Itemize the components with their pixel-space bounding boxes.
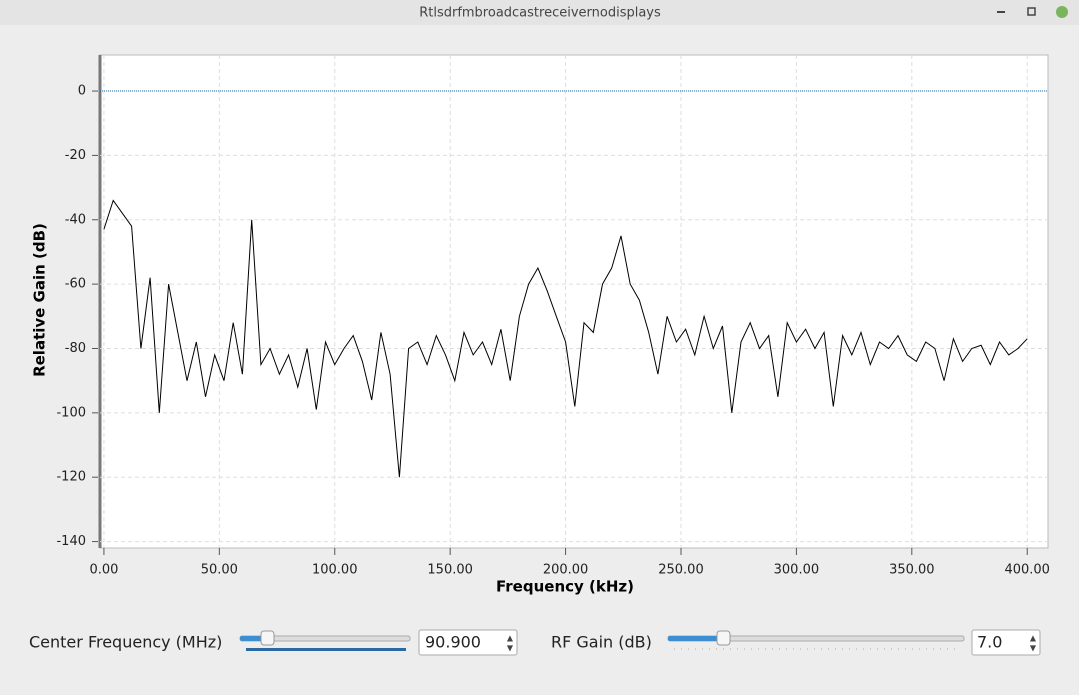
control-label: Center Frequency (MHz) bbox=[29, 633, 222, 652]
maximize-button[interactable] bbox=[1027, 7, 1036, 16]
x-tick-label: 400.00 bbox=[1004, 563, 1050, 578]
x-tick-label: 200.00 bbox=[543, 563, 589, 578]
slider-handle[interactable] bbox=[260, 630, 275, 646]
controls: Center Frequency (MHz) 90.900 ▲ ▼ RF Gai… bbox=[29, 629, 1041, 656]
title-bar bbox=[0, 0, 1079, 25]
spin-box[interactable] bbox=[418, 629, 518, 656]
y-tick-label: 0 bbox=[78, 84, 86, 99]
x-tick-label: 50.00 bbox=[201, 563, 238, 578]
x-tick-label: 250.00 bbox=[658, 563, 704, 578]
spectrum-line bbox=[103, 199, 1028, 478]
y-tick-label: -80 bbox=[65, 341, 86, 356]
spin-down[interactable]: ▼ bbox=[1030, 644, 1037, 653]
plot-area bbox=[99, 54, 1049, 549]
slider-fill bbox=[668, 636, 724, 641]
spin-box-value[interactable]: 7.0 bbox=[977, 633, 1002, 652]
y-tick-label: -100 bbox=[56, 405, 86, 420]
close-button[interactable] bbox=[1056, 6, 1068, 18]
y-tick-label: -140 bbox=[56, 534, 86, 549]
y-axis-title: Relative Gain (dB) bbox=[31, 223, 49, 377]
spin-down[interactable]: ▼ bbox=[507, 644, 514, 653]
slider-handle[interactable] bbox=[716, 630, 731, 646]
spin-box[interactable] bbox=[971, 629, 1041, 656]
x-tick-label: 100.00 bbox=[312, 563, 358, 578]
x-tick-label: 150.00 bbox=[427, 563, 473, 578]
control-label: RF Gain (dB) bbox=[551, 633, 652, 652]
y-tick-label: -40 bbox=[65, 212, 86, 227]
x-tick-label: 350.00 bbox=[889, 563, 935, 578]
spin-box-value[interactable]: 90.900 bbox=[425, 633, 481, 652]
x-axis-title: Frequency (kHz) bbox=[496, 578, 634, 596]
x-tick-label: 0.00 bbox=[89, 563, 118, 578]
window-title: Rtlsdrfmbroadcastreceivernodisplays bbox=[419, 6, 661, 21]
y-tick-label: -60 bbox=[65, 277, 86, 292]
spin-up[interactable]: ▲ bbox=[1030, 634, 1037, 643]
y-tick-label: -120 bbox=[56, 470, 86, 485]
x-tick-label: 300.00 bbox=[774, 563, 820, 578]
y-tick-label: -20 bbox=[65, 148, 86, 163]
spin-up[interactable]: ▲ bbox=[507, 634, 514, 643]
progress-bar bbox=[246, 648, 406, 651]
